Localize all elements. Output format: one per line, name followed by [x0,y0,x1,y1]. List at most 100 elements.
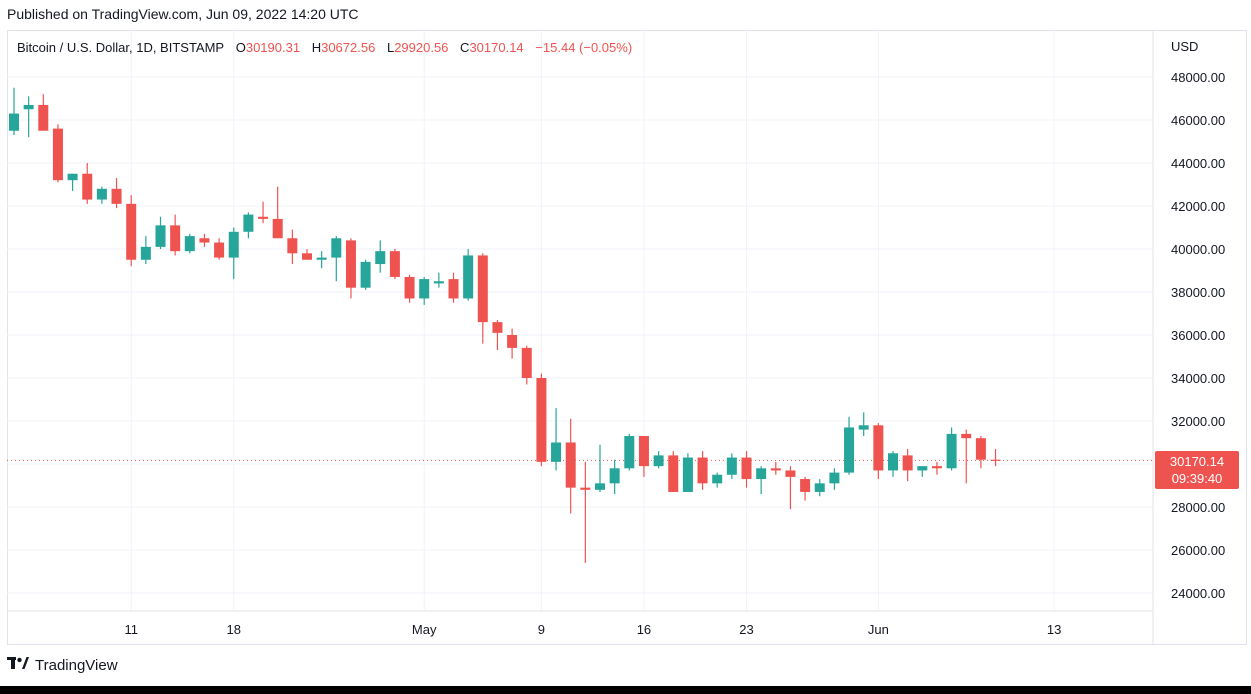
open-value: 30190.31 [245,40,301,55]
candle[interactable] [433,272,444,288]
candle[interactable] [67,173,78,191]
candle-body [624,436,635,469]
candle-body [345,240,356,288]
x-tick-label: May [412,622,437,637]
candle[interactable] [917,466,928,477]
candle[interactable] [404,274,415,303]
candle[interactable] [228,227,239,280]
candle-body [917,466,928,471]
candle-body [360,261,371,288]
candle[interactable] [507,328,518,359]
candle-body [726,457,737,475]
candle[interactable] [551,408,562,471]
candle[interactable] [858,412,869,437]
candle[interactable] [345,238,356,299]
candle[interactable] [726,453,737,480]
candle[interactable] [214,238,225,260]
candle-body [38,104,49,131]
candle[interactable] [888,451,898,477]
candle[interactable] [990,448,1001,467]
candle-body [96,188,107,200]
candle[interactable] [111,178,122,209]
candle[interactable] [448,272,459,303]
candle[interactable] [316,251,327,269]
candle-body [756,468,767,480]
candle[interactable] [477,253,488,344]
candle-body [184,236,195,252]
candle[interactable] [140,236,151,265]
candle-body [433,281,444,284]
candle[interactable] [331,236,342,282]
candle[interactable] [756,466,767,495]
candle[interactable] [375,240,386,273]
candle[interactable] [829,468,840,490]
candle[interactable] [463,249,474,301]
candle-body [140,246,151,260]
candle[interactable] [873,423,884,480]
candle-body [111,188,122,204]
candle-body [580,487,591,490]
candle-body [272,218,283,239]
candle[interactable] [243,212,254,239]
candle-body [228,231,239,258]
y-tick-label: 24000.00 [1171,586,1225,601]
candle[interactable] [668,451,679,492]
candle-body [155,225,166,247]
open-label: O [235,40,246,55]
candle[interactable] [961,429,972,484]
candle-body [931,466,942,469]
candle-body [52,128,63,181]
candle[interactable] [287,229,298,265]
candle[interactable] [712,472,723,488]
candle[interactable] [38,94,49,131]
candle[interactable] [844,416,855,475]
candle[interactable] [741,451,752,488]
candle-body [375,251,386,265]
candle[interactable] [609,459,620,495]
candle[interactable] [697,451,708,490]
candle[interactable] [946,427,957,471]
candle-body [126,203,137,260]
candle[interactable] [536,373,547,467]
candle-body [170,225,181,252]
candle[interactable] [521,345,532,385]
candle[interactable] [902,448,913,482]
candle[interactable] [258,201,269,224]
candle[interactable] [419,276,430,305]
candle[interactable] [155,216,166,249]
candle[interactable] [82,163,93,204]
candle[interactable] [52,124,63,183]
candle[interactable] [9,87,19,136]
candle[interactable] [389,249,400,280]
candle[interactable] [653,451,664,469]
x-tick-label: 11 [124,622,138,637]
candle[interactable] [624,433,635,471]
candle[interactable] [96,186,107,204]
candle[interactable] [800,476,811,501]
y-tick-label: 48000.00 [1171,70,1225,85]
footer-brand: TradingView [7,656,118,674]
candle[interactable] [302,249,312,260]
candle[interactable] [785,466,796,510]
candle[interactable] [595,444,605,492]
candle[interactable] [682,453,693,492]
candle[interactable] [814,479,825,497]
candle[interactable] [184,233,195,254]
candle[interactable] [931,461,942,475]
candle[interactable] [199,233,210,247]
x-tick-label: 13 [1047,622,1061,637]
candle-body [697,457,708,484]
candle[interactable] [565,418,576,514]
tradingview-logo-icon [7,656,29,674]
candle[interactable] [126,195,137,267]
candle[interactable] [770,461,781,475]
candle[interactable] [492,319,503,351]
candle[interactable] [638,436,649,477]
candle[interactable] [23,96,34,138]
candle[interactable] [975,436,986,469]
candle[interactable] [170,214,181,256]
candle[interactable] [580,461,591,563]
candle[interactable] [360,259,371,290]
candle[interactable] [272,186,283,239]
